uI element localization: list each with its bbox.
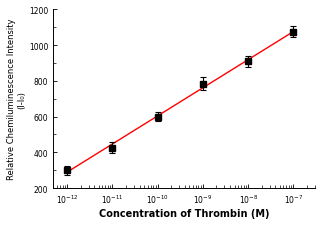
X-axis label: Concentration of Thrombin (M): Concentration of Thrombin (M): [99, 208, 270, 218]
Y-axis label: Relative Chemiluminescence Intensity
(I-I₀): Relative Chemiluminescence Intensity (I-…: [7, 19, 26, 180]
